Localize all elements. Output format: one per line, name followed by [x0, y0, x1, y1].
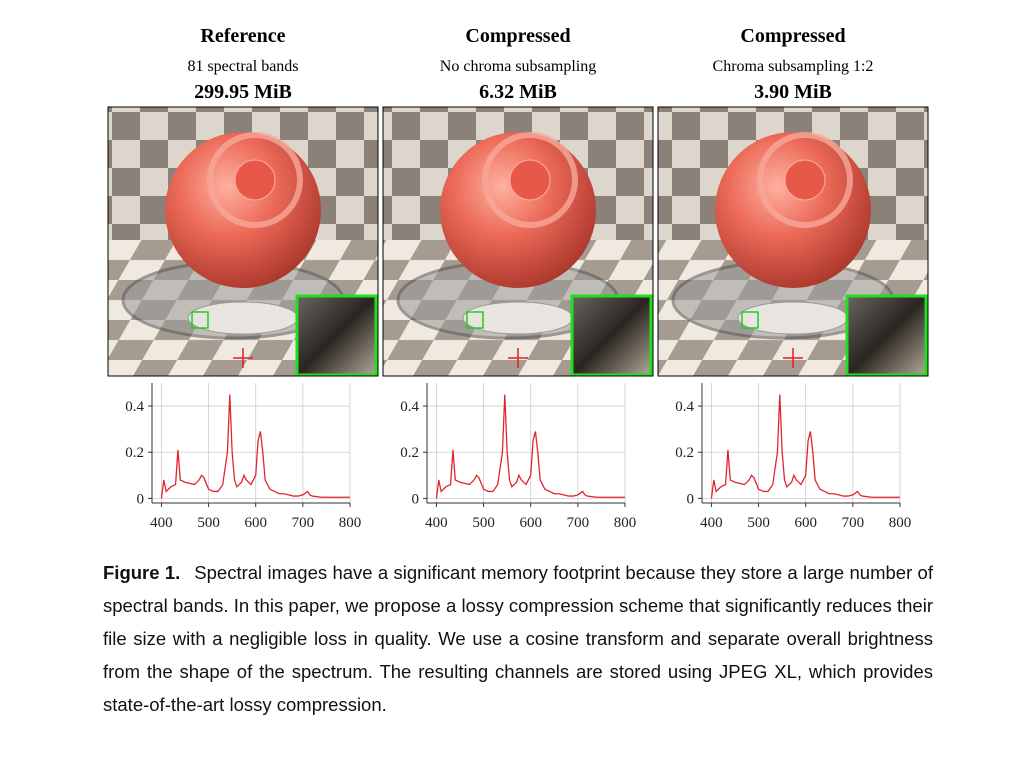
y-tick-label: 0.4	[675, 399, 694, 415]
sphere-ring	[207, 132, 303, 228]
x-tick-label: 700	[842, 515, 865, 531]
x-tick-label: 800	[889, 515, 912, 531]
x-tick-label: 500	[197, 515, 220, 531]
zoom-inset	[295, 294, 378, 377]
y-tick-label: 0.2	[675, 445, 694, 461]
sphere	[165, 132, 321, 288]
crosshair	[233, 348, 253, 368]
panel-subtitle: No chroma subsampling	[440, 58, 596, 75]
x-tick-label: 600	[519, 515, 542, 531]
x-tick-label: 600	[794, 515, 817, 531]
panel-title: Reference	[200, 25, 285, 47]
x-tick-label: 400	[150, 515, 173, 531]
sphere-knob	[234, 159, 276, 201]
sphere-ring	[757, 132, 853, 228]
panel-title: Compressed	[465, 25, 570, 47]
y-tick-label: 0.4	[400, 399, 419, 415]
panel-subtitle: Chroma subsampling 1:2	[713, 58, 874, 75]
x-tick-label: 400	[425, 515, 448, 531]
panel-size: 6.32 MiB	[479, 81, 557, 103]
figure-graphics: Reference 81 spectral bands 299.95 MiB Comp…	[107, 25, 929, 531]
y-tick-label: 0	[412, 491, 420, 507]
render-image	[107, 106, 379, 377]
caption-label: Figure 1.	[103, 562, 181, 583]
spectrum-line	[710, 394, 900, 499]
render-image	[657, 106, 929, 377]
x-tick-label: 800	[339, 515, 362, 531]
crosshair	[783, 348, 803, 368]
sphere	[715, 132, 871, 288]
spectrum-line	[435, 394, 625, 499]
y-tick-label: 0	[137, 491, 145, 507]
panel-title: Compressed	[740, 25, 845, 47]
image-frame	[657, 106, 929, 377]
panel-size: 299.95 MiB	[194, 81, 292, 103]
panel-subtitle: 81 spectral bands	[187, 58, 298, 75]
sphere-knob	[509, 159, 551, 201]
pedestal-base	[737, 301, 849, 335]
caption-text: Spectral images have a significant memor…	[103, 562, 933, 715]
panel-size: 3.90 MiB	[754, 81, 832, 103]
caption: Figure 1. Spectral images have a signific…	[103, 556, 933, 721]
y-tick-label: 0	[687, 491, 695, 507]
sphere-ring	[482, 132, 578, 228]
y-tick-label: 0.2	[125, 445, 144, 461]
sphere	[440, 132, 596, 288]
spectrum-line	[160, 394, 350, 499]
x-tick-label: 400	[700, 515, 723, 531]
x-tick-label: 500	[472, 515, 495, 531]
zoom-inset	[570, 294, 653, 377]
image-frame	[107, 106, 379, 377]
x-tick-label: 700	[567, 515, 590, 531]
x-tick-label: 600	[244, 515, 267, 531]
pedestal-base	[462, 301, 574, 335]
x-tick-label: 800	[614, 515, 637, 531]
image-frame	[382, 106, 654, 377]
pedestal-base	[187, 301, 299, 335]
x-tick-label: 500	[747, 515, 770, 531]
y-tick-label: 0.4	[125, 399, 144, 415]
crop-marker	[741, 311, 759, 329]
crop-marker	[191, 311, 209, 329]
y-tick-label: 0.2	[400, 445, 419, 461]
crosshair	[508, 348, 528, 368]
x-tick-label: 700	[292, 515, 315, 531]
sphere-knob	[784, 159, 826, 201]
zoom-inset	[845, 294, 928, 377]
render-image	[382, 106, 654, 377]
crop-marker	[466, 311, 484, 329]
